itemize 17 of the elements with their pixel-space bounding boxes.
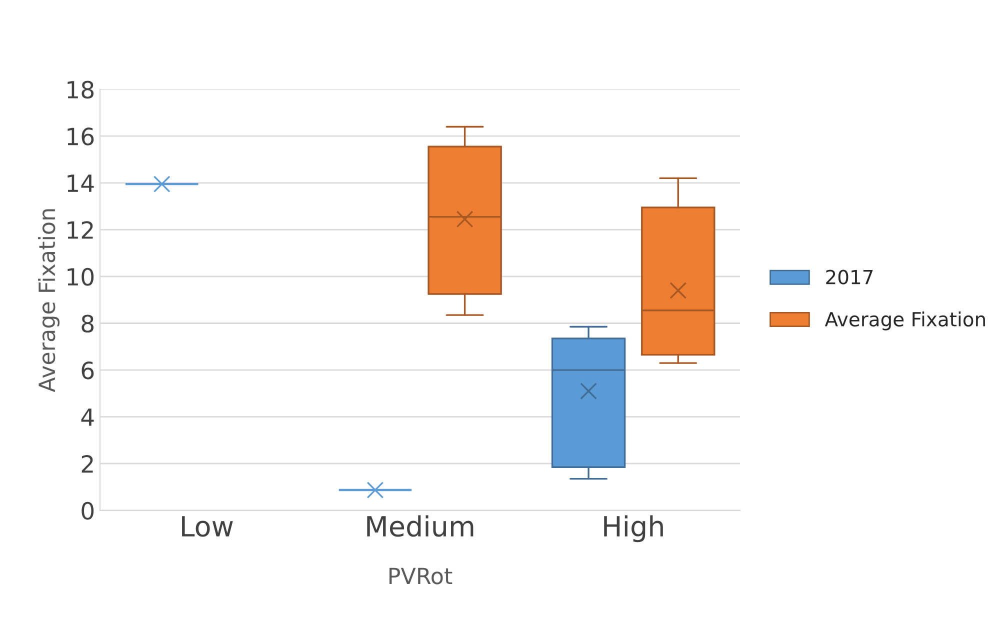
x-tick-label: Medium xyxy=(367,515,474,537)
y-tick-label: 14 xyxy=(68,174,94,192)
y-axis-title: Average Fixation xyxy=(38,209,60,392)
y-tick-label: 12 xyxy=(68,221,93,239)
x-tick-label: Low xyxy=(182,516,233,537)
y-tick-label: 18 xyxy=(68,80,94,99)
y-tick-label: 6 xyxy=(82,361,94,380)
y-tick-label: 4 xyxy=(81,408,94,426)
x-axis-title: PVRot xyxy=(390,568,452,584)
y-tick-label: 10 xyxy=(68,268,94,286)
legend-label: 2017 xyxy=(826,270,873,284)
legend-label: Average Fixation xyxy=(824,312,985,330)
y-tick-label: 0 xyxy=(82,502,94,520)
x-tick-label: High xyxy=(604,515,663,542)
y-tick-label: 16 xyxy=(68,128,94,146)
y-tick-label: 8 xyxy=(82,314,94,333)
y-tick-label: 2 xyxy=(82,455,93,473)
